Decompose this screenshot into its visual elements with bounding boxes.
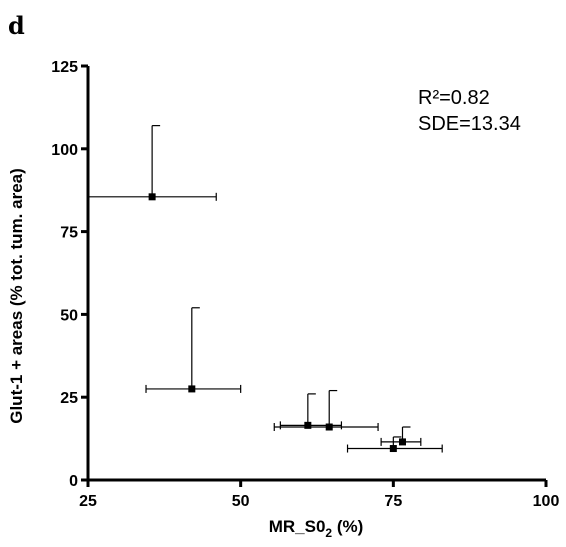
x-tick-label: 100 — [533, 493, 560, 510]
y-tick-label: 50 — [60, 307, 78, 324]
x-axis-title-subscript: 2 — [325, 526, 332, 540]
data-point-marker — [304, 421, 312, 429]
data-point-group — [346, 436, 443, 453]
sde-annotation: SDE=13.34 — [418, 113, 521, 135]
y-tick-label: 125 — [51, 59, 78, 76]
data-point-marker — [389, 445, 397, 453]
x-tick-label: 75 — [384, 493, 402, 510]
data-point-marker — [325, 423, 333, 431]
y-tick-label: 0 — [69, 473, 78, 490]
y-tick-label: 100 — [51, 142, 78, 159]
x-axis-title-suffix: (%) — [332, 517, 363, 536]
data-point-marker — [148, 193, 156, 201]
y-tick-label: 75 — [60, 225, 78, 242]
data-point-marker — [398, 438, 406, 446]
data-series — [87, 125, 443, 453]
data-point-group — [145, 307, 242, 393]
x-axis-title: MR_S02 (%) — [269, 517, 364, 540]
data-point-marker — [188, 385, 196, 393]
data-point-group — [273, 389, 379, 432]
y-tick-label: 25 — [60, 390, 78, 407]
y-axis-title: Glut-1 + areas (% tot. tum. area) — [7, 168, 26, 424]
r-squared-annotation: R²=0.82 — [418, 87, 490, 109]
x-axis-title-main: MR_S0 — [269, 517, 326, 536]
data-point-group — [380, 426, 422, 446]
x-tick-label: 50 — [232, 493, 250, 510]
panel-label: d — [8, 11, 25, 40]
x-tick-label: 25 — [79, 493, 97, 510]
data-point-group — [87, 125, 217, 201]
